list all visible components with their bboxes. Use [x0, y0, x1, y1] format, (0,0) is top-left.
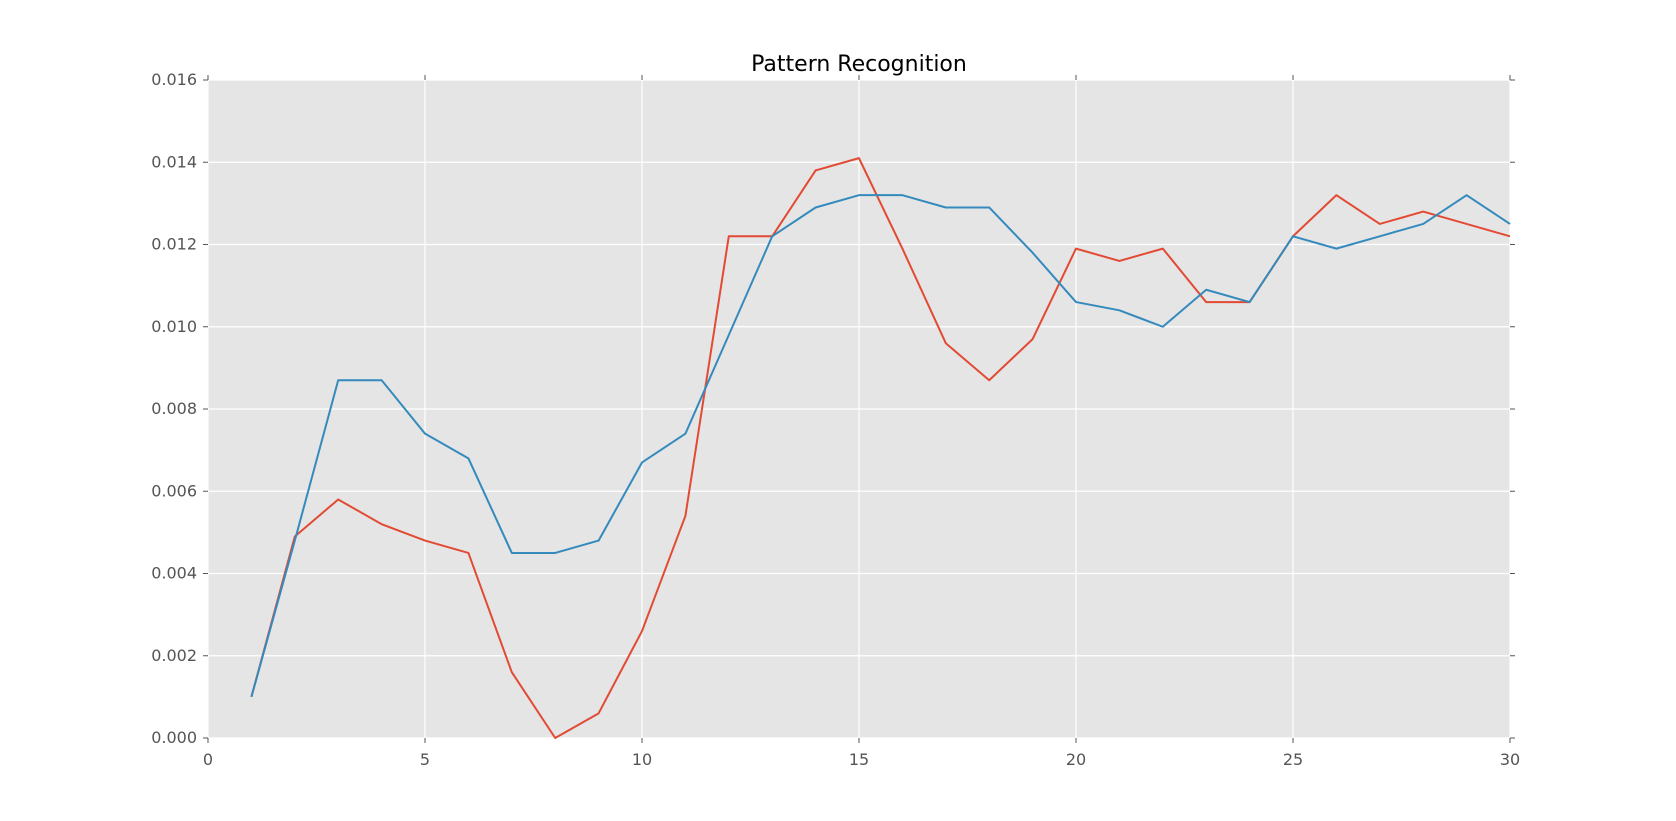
x-axis-tick-label: 0: [203, 750, 213, 769]
y-axis-tick-label: 0.006: [151, 481, 197, 500]
chart-title: Pattern Recognition: [751, 52, 967, 77]
x-axis-tick-label: 20: [1066, 750, 1086, 769]
y-axis-tick-label: 0.008: [151, 399, 197, 418]
series-blue-line: [250, 194, 1511, 698]
x-axis-tick-label: 25: [1283, 750, 1303, 769]
x-axis-tick-label: 15: [849, 750, 869, 769]
y-axis-tick-label: 0.004: [151, 564, 197, 583]
y-axis-tick-label: 0.010: [151, 317, 197, 336]
series-red-line: [250, 157, 1511, 739]
x-axis-tick-label: 10: [632, 750, 652, 769]
y-axis-tick-label: 0.000: [151, 728, 197, 747]
x-axis-tick-label: 5: [420, 750, 430, 769]
tick-label-layer: 0 5 10 15 20 25 30 0.000 0.002 0.004 0.006 0.008 0.0…: [151, 70, 1520, 769]
y-axis-tick-label: 0.012: [151, 235, 197, 254]
series-layer: [250, 157, 1511, 739]
y-axis-tick-label: 0.016: [151, 70, 197, 89]
y-axis-tick-label: 0.002: [151, 646, 197, 665]
tick-mark-layer: [203, 75, 1515, 743]
y-axis-tick-label: 0.014: [151, 152, 197, 171]
x-axis-tick-label: 30: [1500, 750, 1520, 769]
